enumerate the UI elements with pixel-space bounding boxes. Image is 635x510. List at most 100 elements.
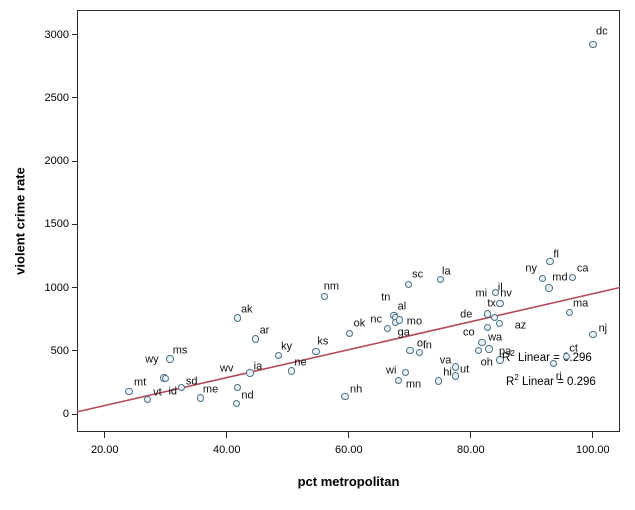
- data-point-nc: [383, 324, 391, 332]
- point-label-nj: nj: [598, 322, 608, 335]
- r-squared-annotation-2: R2 Linear = 0.296: [506, 374, 596, 389]
- data-point-ms: [166, 355, 174, 363]
- data-point-dc: [589, 40, 597, 49]
- data-point-wv: [234, 384, 242, 392]
- data-point-nj: [589, 331, 597, 339]
- r-squared-rest-2: Linear = 0.296: [518, 375, 596, 388]
- data-point-va: [451, 363, 460, 371]
- r-squared-base-1: R: [502, 351, 511, 364]
- y-tick-mark: [72, 223, 77, 225]
- x-tick-mark: [592, 432, 594, 438]
- point-label-mo: mo: [406, 315, 423, 328]
- point-label-ga: ga: [397, 326, 410, 339]
- point-label-ms: ms: [172, 344, 188, 357]
- data-point-nm: [320, 292, 329, 301]
- data-point-wa: [485, 345, 493, 353]
- point-label-md: md: [552, 271, 568, 284]
- point-label-az: az: [514, 319, 527, 332]
- data-point-ok: [345, 330, 354, 338]
- r-squared-sup-2: 2: [514, 373, 519, 382]
- data-point-mi: [483, 310, 491, 318]
- point-label-ma: ma: [573, 297, 589, 310]
- data-point-ks: [312, 347, 320, 356]
- point-label-or: or: [416, 337, 427, 350]
- y-tick-label: 3000: [44, 28, 69, 41]
- data-point-ky: [274, 351, 283, 360]
- y-tick-label: 500: [50, 344, 69, 357]
- x-axis-title: pct metropolitan: [297, 474, 400, 489]
- point-label-ok: ok: [353, 317, 366, 330]
- x-tick-label: 100.00: [576, 444, 610, 456]
- regression-fit-line: [76, 286, 621, 413]
- data-point-ma: [565, 308, 574, 316]
- y-tick-label: 0: [62, 408, 69, 421]
- point-label-ks: ks: [317, 335, 329, 348]
- y-axis-title: violent crime rate: [12, 167, 28, 275]
- point-label-nc: nc: [370, 313, 383, 326]
- point-label-vt: vt: [153, 386, 162, 399]
- data-point-oh: [475, 346, 483, 355]
- data-point-il: [491, 288, 499, 297]
- x-tick-mark: [226, 432, 228, 438]
- data-point-sd: [177, 384, 186, 392]
- data-point-ak: [234, 314, 242, 322]
- r-squared-annotation-1: R2 Linear = 0.296: [502, 350, 592, 365]
- data-point-co: [478, 338, 486, 347]
- point-label-co: co: [462, 326, 475, 339]
- point-label-ny: ny: [525, 262, 538, 275]
- data-point-ca: [569, 274, 577, 282]
- data-point-mo: [395, 316, 404, 324]
- point-label-wi: wi: [386, 364, 397, 377]
- data-point-nh: [341, 392, 349, 401]
- data-point-mn: [401, 369, 410, 377]
- x-tick-label: 60.00: [335, 444, 363, 456]
- x-tick-label: 80.00: [457, 444, 485, 456]
- point-label-ca: ca: [576, 262, 589, 275]
- r-squared-base-2: R: [506, 375, 515, 388]
- data-point-mt: [125, 387, 133, 396]
- y-tick-label: 2000: [44, 155, 69, 168]
- point-label-ky: ky: [281, 340, 293, 352]
- point-label-nd: nd: [241, 389, 254, 402]
- point-label-va: va: [439, 354, 452, 367]
- data-point-md: [545, 284, 553, 292]
- point-label-fl: fl: [553, 248, 559, 261]
- data-point-or: [406, 346, 414, 355]
- point-label-ct: ct: [569, 342, 578, 355]
- y-tick-mark: [72, 287, 77, 289]
- data-point-in: [415, 348, 424, 356]
- y-tick-mark: [72, 34, 77, 36]
- point-label-la: la: [442, 265, 451, 278]
- data-point-de: [483, 323, 491, 331]
- point-label-hi: hi: [443, 366, 452, 379]
- data-point-vt: [143, 395, 152, 404]
- y-tick-label: 2500: [44, 91, 69, 104]
- y-tick-label: 1500: [44, 218, 69, 231]
- data-point-ny: [538, 274, 546, 282]
- point-label-nm: nm: [323, 280, 340, 293]
- data-point-ne: [287, 367, 296, 375]
- point-label-mt: mt: [134, 376, 147, 389]
- point-label-tn: tn: [381, 291, 391, 304]
- data-point-id: [162, 374, 170, 383]
- point-label-sd: sd: [185, 375, 198, 388]
- y-tick-mark: [72, 413, 77, 415]
- data-point-wi: [394, 376, 402, 385]
- point-label-nv: nv: [500, 287, 512, 300]
- data-point-nd: [232, 399, 241, 408]
- y-tick-mark: [72, 160, 77, 162]
- point-label-al: al: [397, 300, 407, 313]
- point-label-wv: wv: [220, 362, 234, 375]
- point-label-tx: tx: [487, 297, 496, 310]
- data-point-pa: [496, 356, 504, 364]
- point-label-ak: ak: [240, 303, 253, 316]
- data-point-ut: [451, 372, 460, 380]
- point-label-ut: ut: [459, 363, 470, 376]
- point-label-il: il: [497, 281, 503, 294]
- y-tick-label: 1000: [44, 281, 69, 294]
- point-label-wy: wy: [145, 353, 159, 366]
- data-point-sc: [404, 281, 413, 289]
- data-point-fl: [546, 257, 554, 266]
- r-squared-rest-1: Linear = 0.296: [514, 351, 592, 364]
